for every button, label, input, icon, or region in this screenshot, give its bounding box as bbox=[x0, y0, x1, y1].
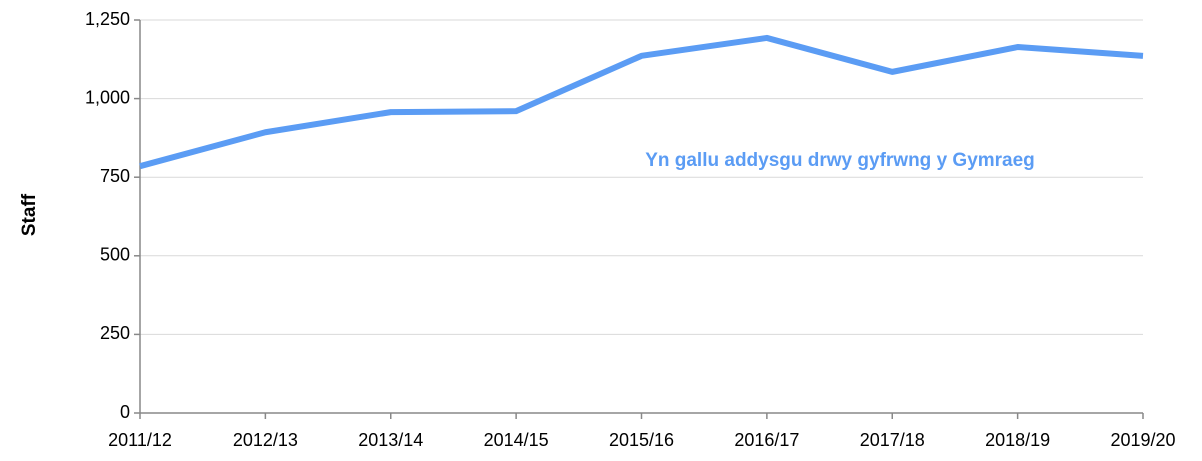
y-axis-label: Staff bbox=[19, 193, 40, 236]
line-series bbox=[139, 34, 1144, 170]
x-tick-label: 2016/17 bbox=[734, 430, 799, 450]
y-tick-label: 750 bbox=[100, 166, 130, 186]
x-tick-label: 2018/19 bbox=[985, 430, 1050, 450]
y-tick-label: 250 bbox=[100, 323, 130, 343]
y-tick-label: 0 bbox=[120, 402, 130, 422]
annotation: Yn gallu addysgu drwy gyfrwng y Gymraeg bbox=[645, 150, 1035, 171]
y-tick-label: 1,000 bbox=[85, 87, 130, 107]
y-tick-label: 500 bbox=[100, 245, 130, 265]
x-tick-label: 2014/15 bbox=[484, 430, 549, 450]
y-tick-label: 1,250 bbox=[85, 9, 130, 29]
x-tick-label: 2015/16 bbox=[609, 430, 674, 450]
x-tick-label: 2019/20 bbox=[1110, 430, 1175, 450]
x-tick-label: 2017/18 bbox=[860, 430, 925, 450]
x-tick-label: 2011/12 bbox=[108, 430, 172, 450]
x-tick-label: 2013/14 bbox=[358, 430, 423, 450]
x-tick-label: 2012/13 bbox=[233, 430, 298, 450]
